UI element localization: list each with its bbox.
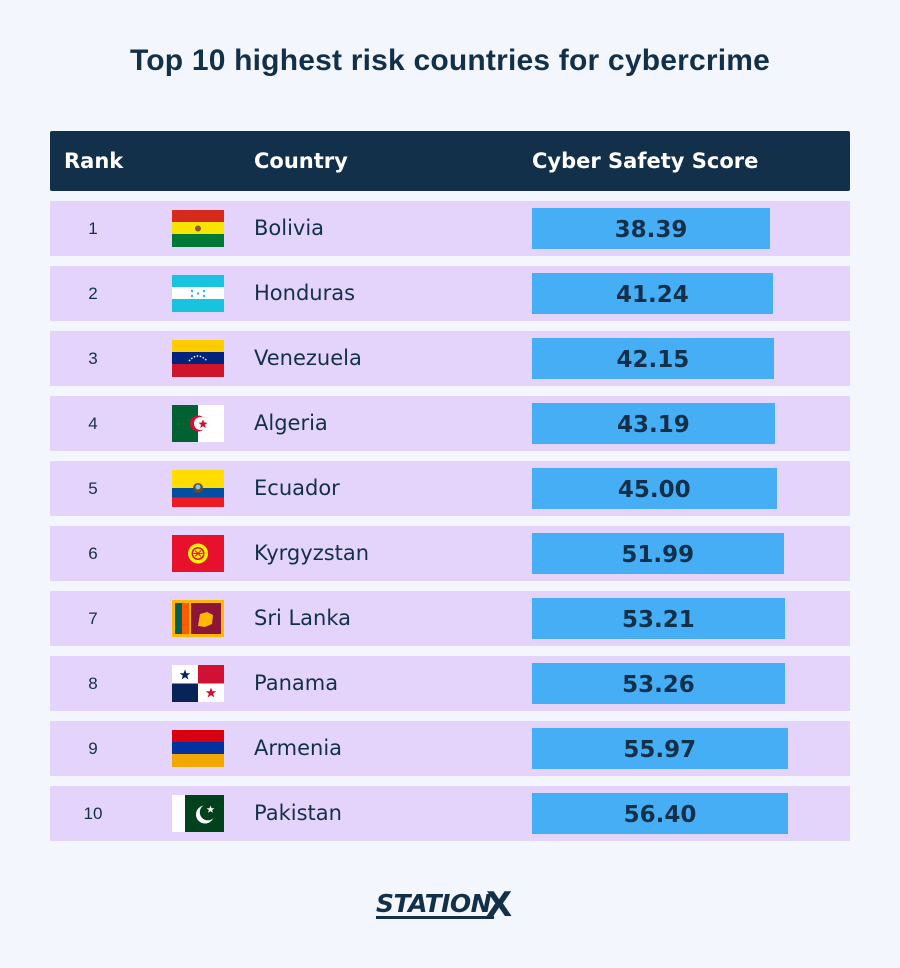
table-row: 6 Kyrgyzstan 51.99 [50,526,850,581]
score-label: 53.26 [622,672,695,698]
rank-cell: 10 [83,804,103,823]
rank-cell: 4 [88,414,98,433]
table-row: 5 Ecuador 45.00 [50,461,850,516]
table-row: 3 Venezuela 42.15 [50,331,850,386]
country-cell: Algeria [254,411,328,435]
rank-cell: 6 [88,544,98,563]
table-row: 2 Honduras 41.24 [50,266,850,321]
score-label: 55.97 [623,737,697,763]
score-label: 43.19 [617,412,690,438]
rank-cell: 9 [88,739,98,758]
rank-cell: 8 [88,674,98,693]
country-cell: Bolivia [254,216,325,240]
table-row: 7 Sri Lanka 53.21 [50,591,850,646]
country-header: Country [254,149,348,173]
country-cell: Ecuador [254,476,340,500]
ecuador-flag [172,470,224,507]
stationx-logo: STATION X [376,885,524,925]
rank-cell: 7 [88,609,98,628]
rank-cell: 2 [88,284,98,303]
country-cell: Honduras [254,281,356,305]
country-cell: Kyrgyzstan [254,541,370,565]
score-bar: 45.00 [532,468,777,509]
table-row: 4 Algeria 43.19 [50,396,850,451]
table-row: 9 Armenia 55.97 [50,721,850,776]
rank-cell: 3 [88,349,98,368]
country-cell: Panama [254,671,339,695]
score-bar: 51.99 [532,533,784,574]
honduras-flag [172,275,224,312]
logo-wordmark: STATION [376,889,492,918]
table-header: Rank Country Cyber Safety Score [50,131,850,191]
score-bar: 56.40 [532,793,788,834]
table-row: 10 Pakistan 56.40 [50,786,850,841]
score-bar: 53.26 [532,663,785,704]
rank-cell: 5 [88,479,98,498]
score-label: 42.15 [616,347,690,373]
armenia-flag [172,730,224,767]
score-label: 53.21 [622,607,695,633]
chart-title: Top 10 highest risk countries for cyberc… [129,44,771,77]
algeria-flag [172,405,224,442]
score-bar: 38.39 [532,208,770,249]
table-row: 1 Bolivia 38.39 [50,201,850,256]
rank-cell: 1 [88,219,98,238]
score-label: 38.39 [614,217,688,243]
bolivia-flag [172,210,224,247]
panama-flag [172,665,224,702]
country-cell: Pakistan [254,801,342,825]
score-label: 41.24 [616,282,689,308]
score-bar: 53.21 [532,598,785,639]
score-header: Cyber Safety Score [532,149,759,173]
logo-x-mark: X [486,885,513,925]
score-bar: 43.19 [532,403,775,444]
country-cell: Venezuela [254,346,362,370]
rank-header: Rank [64,149,124,173]
score-bar: 42.15 [532,338,774,379]
country-cell: Armenia [254,736,343,760]
venezuela-flag [172,340,224,377]
sri-lanka-flag [172,600,224,637]
score-label: 51.99 [621,542,695,568]
score-label: 56.40 [623,802,697,828]
score-bar: 41.24 [532,273,773,314]
score-bar: 55.97 [532,728,788,769]
kyrgyzstan-flag [172,535,224,572]
country-cell: Sri Lanka [254,606,352,630]
score-label: 45.00 [617,477,691,503]
pakistan-flag [172,795,224,832]
table-row: 8 Panama 53.26 [50,656,850,711]
logo-underline [376,916,494,919]
